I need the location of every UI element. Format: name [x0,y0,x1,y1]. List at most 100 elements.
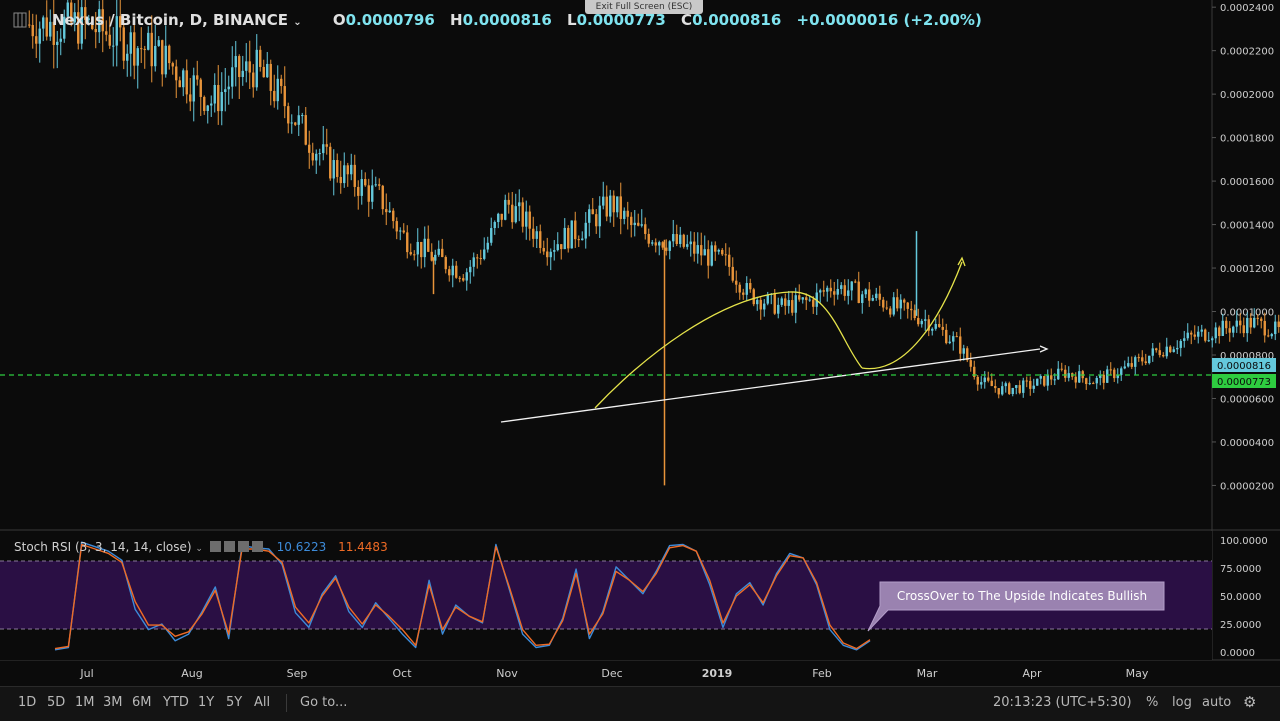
candle-body [675,234,678,244]
candle-body [325,144,328,147]
range-1y-button[interactable]: 1Y [198,695,215,710]
candle-body [609,195,612,217]
candle-body [1109,369,1112,371]
candle-body [224,89,227,93]
exit-fullscreen-button[interactable]: Exit Full Screen (ESC) [585,0,703,14]
candle-body [129,32,132,54]
candle-body [343,165,346,184]
chevron-down-icon[interactable]: ⌄ [293,17,302,28]
candle-body [427,238,430,252]
candle-body [539,231,542,248]
candle-body [374,184,377,186]
candle-body [707,249,710,266]
candle-body [500,213,503,220]
open-value: 0.0000796 [345,11,435,29]
plus-icon[interactable] [237,541,249,552]
symbol-legend[interactable]: Nexus / Bitcoin, D, BINANCE ⌄ O0.0000796… [52,11,992,29]
candle-body [910,308,913,311]
candle-body [381,185,384,210]
candle-body [1158,350,1161,356]
time-tick-label: Oct [392,667,412,680]
candle-body [455,265,458,278]
gear-icon[interactable] [223,541,235,552]
candle-body [1130,363,1133,367]
indicator-name[interactable]: Stoch RSI (3, 3, 14, 14, close) [14,540,192,554]
candle-body [836,288,839,295]
candle-body [556,244,559,251]
range-1d-button[interactable]: 1D [18,695,37,710]
candle-body [735,280,738,285]
candle-body [1074,376,1077,383]
candle-body [322,144,325,154]
candle-body [518,202,521,207]
trendline-drawings[interactable] [500,256,1049,423]
candle-body [360,179,363,196]
candle-body [371,185,374,202]
close-icon[interactable] [251,541,263,552]
candle-body [969,360,972,367]
candle-body [409,252,412,255]
candle-body [959,336,962,354]
candle-body [133,32,136,66]
price-axis[interactable] [1212,0,1280,530]
candle-body [1120,368,1123,376]
goto-button[interactable]: Go to... [300,695,348,710]
candle-body [752,289,755,305]
candle-body [563,227,566,250]
candle-body [686,244,689,247]
chevron-down-icon[interactable]: ⌄ [195,544,203,554]
auto-scale-toggle[interactable]: auto [1202,695,1232,710]
candle-body [308,144,311,153]
price-tick-label: 0.0001400 [1220,221,1274,232]
range-3m-button[interactable]: 3M [103,695,123,710]
indicator-legend[interactable]: Stoch RSI (3, 3, 14, 14, close) ⌄ 10.622… [14,540,388,554]
candle-body [416,241,419,255]
candle-body [745,283,748,295]
candle-body [553,250,556,252]
candle-body [469,266,472,273]
candle-body [1225,320,1228,329]
range-1m-button[interactable]: 1M [75,695,95,710]
range-5d-button[interactable]: 5D [47,695,66,710]
candle-body [1267,335,1270,337]
candle-body [1235,320,1238,327]
eye-icon[interactable] [209,541,221,552]
svg-text:0.0000773: 0.0000773 [1217,377,1271,388]
chart-canvas[interactable]: 0.0002400 0.0002200 0.0002000 0.0001800 0.00… [0,0,1280,686]
candle-body [917,318,920,325]
candle-body [864,289,867,295]
candle-body [238,56,241,78]
range-6m-button[interactable]: 6M [132,695,152,710]
candle-body [287,106,290,124]
candle-body [595,214,598,227]
percent-scale-toggle[interactable]: % [1146,695,1159,710]
gear-icon[interactable]: ⚙ [1243,693,1257,711]
candle-body [976,376,979,385]
log-scale-toggle[interactable]: log [1172,695,1192,710]
candle-body [1102,374,1105,383]
range-5y-button[interactable]: 5Y [226,695,243,710]
range-all-button[interactable]: All [254,695,271,710]
time-tick-label: Mar [917,667,938,680]
candle-body [52,21,55,45]
candle-body [549,251,552,258]
candle-body [339,176,342,184]
candle-body [42,17,45,29]
annotation-callout[interactable]: CrossOver to The Upside Indicates Bullis… [867,581,1165,632]
candle-body [413,254,416,256]
price-pane[interactable] [0,0,1212,530]
candle-body [560,244,563,250]
symbol-name[interactable]: Nexus / Bitcoin, D, BINANCE ⌄ [52,11,302,29]
candle-body [357,186,360,196]
candle-body [269,63,272,91]
candle-body [1078,371,1081,383]
candle-body [1036,378,1039,386]
high-value: 0.0000816 [462,11,552,29]
candle-body [91,18,94,29]
candle-body [948,341,951,344]
candle-body [1022,380,1025,393]
candle-body [1008,383,1011,394]
candle-body [441,248,444,258]
candle-body [80,7,83,44]
range-ytd-button[interactable]: YTD [163,695,189,710]
